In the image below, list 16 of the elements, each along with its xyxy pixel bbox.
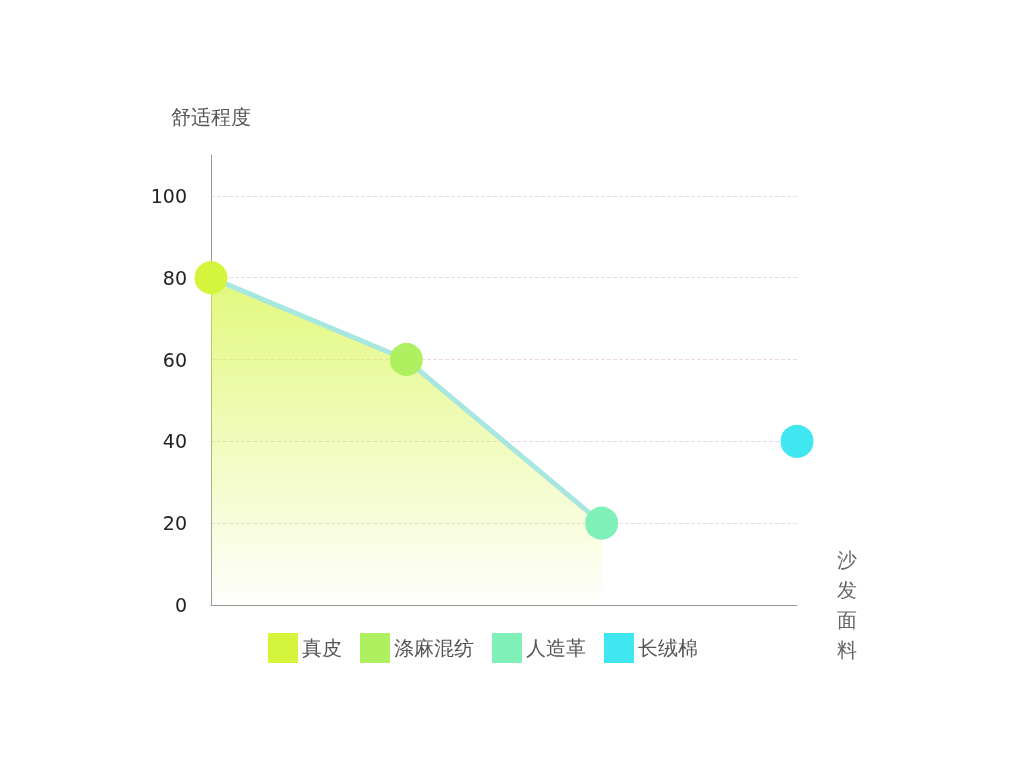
point bbox=[780, 424, 814, 458]
legend-label: 真皮 bbox=[302, 636, 342, 660]
y-axis-title: 舒适程度 bbox=[171, 105, 251, 129]
x-axis-title: 沙发面料 bbox=[837, 548, 857, 662]
legend-label: 人造革 bbox=[526, 636, 586, 660]
point bbox=[585, 506, 619, 540]
y-tick-label: 40 bbox=[162, 430, 187, 453]
y-tick-label: 0 bbox=[174, 594, 187, 616]
y-tick-label: 60 bbox=[162, 348, 187, 371]
y-tick-label: 20 bbox=[162, 512, 187, 535]
legend-label: 长绒棉 bbox=[638, 636, 698, 660]
y-tick-label: 100 bbox=[150, 184, 187, 207]
y-tick-label: 80 bbox=[162, 266, 187, 289]
point bbox=[194, 261, 228, 295]
legend-label: 涤麻混纺 bbox=[394, 636, 474, 660]
point bbox=[389, 343, 423, 377]
